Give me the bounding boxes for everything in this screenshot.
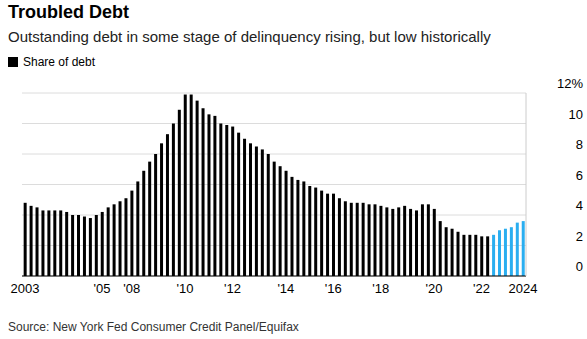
svg-text:2: 2 (576, 229, 579, 244)
svg-text:12%: 12% (557, 76, 579, 91)
svg-text:6: 6 (576, 168, 579, 183)
svg-text:8: 8 (576, 137, 579, 152)
svg-text:2024: 2024 (509, 281, 538, 296)
svg-text:0: 0 (576, 259, 579, 274)
svg-text:'20: '20 (426, 281, 443, 296)
html-text:Troubled Debt: Troubled Debt (8, 2, 129, 22)
svg-text:'08: '08 (123, 281, 140, 296)
svg-text:'05: '05 (94, 281, 111, 296)
svg-text:'16: '16 (325, 281, 342, 296)
svg-text:4: 4 (576, 198, 579, 213)
html-text:Outstanding debt in some stage: Outstanding debt in some stage of delinq… (8, 28, 491, 45)
svg-text:'14: '14 (277, 281, 294, 296)
svg-text:'10: '10 (177, 281, 194, 296)
svg-text:10: 10 (569, 107, 579, 122)
svg-text:'18: '18 (372, 281, 389, 296)
html-text:Share of debt: Share of debt (23, 55, 96, 69)
svg-text:'22: '22 (473, 281, 490, 296)
svg-text:'12: '12 (224, 281, 241, 296)
svg-text:2003: 2003 (11, 281, 40, 296)
html-text:Source: New York Fed Consumer: Source: New York Fed Consumer Credit Pan… (8, 320, 299, 334)
